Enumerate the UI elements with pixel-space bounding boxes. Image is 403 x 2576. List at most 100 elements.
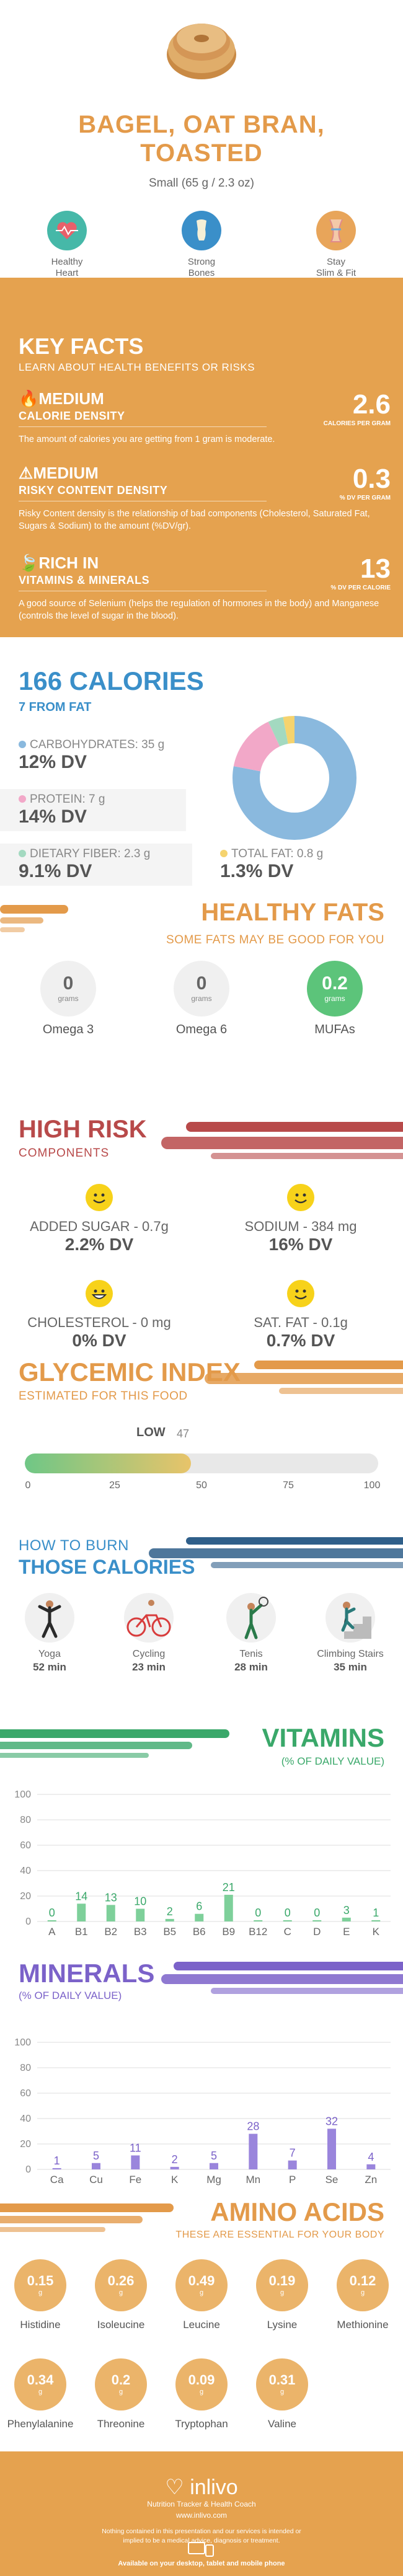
benefit-label: Heart: [55, 268, 79, 278]
risk-label: CHOLESTEROL - 0 mg: [27, 1315, 171, 1330]
vitamins-bar-chart: 0204060801000A14B113B210B32B56B621B90B12…: [14, 1789, 391, 1938]
bar: [366, 2164, 376, 2169]
amino-unit: g: [118, 2289, 123, 2296]
fact-value: 13: [360, 554, 391, 584]
benefit-label: Slim & Fit: [316, 268, 356, 278]
decor-stripes: [0, 905, 68, 932]
bar: [224, 1894, 233, 1921]
smiley-icon: [86, 1280, 113, 1307]
y-tick-label: 80: [20, 1815, 31, 1825]
fat-value: 0: [63, 973, 74, 994]
footer-url-link[interactable]: www.inlivo.com: [175, 2511, 228, 2520]
fact-level: MEDIUM: [33, 464, 99, 482]
fact-unit: % DV PER GRAM: [339, 495, 391, 501]
amino-unit: g: [280, 2289, 285, 2296]
risk-label: ADDED SUGAR - 0.7g: [30, 1219, 169, 1234]
bar-value-label: 4: [368, 2151, 374, 2163]
y-tick-label: 100: [14, 2037, 31, 2048]
stairs-icon: [326, 1593, 375, 1643]
warning-icon: ⚠: [19, 464, 33, 482]
bar: [52, 2168, 61, 2169]
fact-description: A good source of Selenium (helps the reg…: [19, 599, 379, 621]
burn-title-line1: HOW TO BURN: [19, 1537, 129, 1554]
x-tick-label: B2: [104, 1926, 117, 1938]
y-tick-label: 20: [20, 1891, 31, 1902]
divider: [19, 426, 267, 427]
nutrient-protein: PROTEIN: 7 g 14% DV: [0, 789, 186, 831]
serving-size: Small (65 g / 2.3 oz): [148, 177, 255, 190]
amino-tryptophan: 0.09 g Tryptophan: [161, 2358, 242, 2430]
vitamins-subtitle: (% OF DAILY VALUE): [281, 1755, 384, 1767]
risk-dv: 16% DV: [268, 1235, 333, 1254]
benefit-label: Strong: [187, 257, 216, 267]
amino-valine: 0.31 g Valine: [242, 2358, 322, 2430]
fat-omega3: 0 grams Omega 3: [16, 961, 121, 1037]
bar-value-label: 13: [105, 1891, 117, 1903]
bar: [165, 1918, 174, 1921]
y-tick-label: 80: [20, 2063, 31, 2073]
nutrient-dv: 1.3% DV: [220, 861, 294, 881]
decor-stripes: [205, 1361, 403, 1394]
amino-value: 0.49: [188, 2273, 215, 2288]
bar: [47, 1920, 56, 1921]
smiley-icon: [287, 1280, 314, 1307]
nutrient-fiber: DIETARY FIBER: 2.3 g 9.1% DV: [0, 844, 192, 886]
key-facts-title: KEY FACTS: [19, 333, 144, 359]
footer-brand[interactable]: ♡ inlivo: [0, 2475, 403, 2500]
x-tick-label: B9: [222, 1926, 235, 1938]
bar-value-label: 32: [326, 2115, 338, 2127]
amino-unit: g: [199, 2289, 204, 2296]
footer-availability: Available on your desktop, tablet and mo…: [118, 2560, 285, 2567]
activity-minutes: 23 min: [132, 1661, 166, 1673]
amino-value: 0.15: [27, 2273, 54, 2288]
y-tick-label: 40: [20, 2114, 31, 2124]
x-tick-label: A: [48, 1926, 56, 1938]
bar: [312, 1920, 322, 1921]
cycling-icon: [124, 1593, 174, 1643]
risk-dv: 0% DV: [72, 1331, 126, 1350]
amino-lysine: 0.19 g Lysine: [242, 2259, 322, 2331]
minerals-bar-chart: 0 20 40 60 80 100 1 Ca 5 Cu 11 Fe 2 K 5 Mg 28 Mn 7 P 32 Se 4 Zn: [14, 2037, 391, 2186]
smiley-icon: [86, 1184, 113, 1211]
page-title: BAGEL, OAT BRAN, TOASTED: [0, 110, 403, 167]
glycemic-tick: 50: [196, 1480, 207, 1491]
minerals-subtitle: (% OF DAILY VALUE): [19, 1990, 122, 2001]
activity-cycling: Cycling 23 min: [102, 1593, 195, 1674]
amino-unit: g: [38, 2388, 43, 2396]
healthy-fats-subtitle: SOME FATS MAY BE GOOD FOR YOU: [166, 933, 384, 946]
bar: [288, 2160, 297, 2169]
bar-value-label: 1: [373, 1907, 379, 1919]
amino-value: 0.34: [27, 2372, 54, 2388]
fact-calorie-density: 🔥MEDIUM CALORIE DENSITY 2.6 CALORIES PER…: [19, 389, 391, 446]
bagel-image: [167, 24, 236, 79]
y-tick-label: 40: [20, 1866, 31, 1876]
glycemic-bar-fill: [25, 1453, 191, 1473]
fire-icon: 🔥: [19, 389, 39, 408]
bar: [170, 2166, 179, 2169]
activity-minutes: 52 min: [33, 1661, 66, 1673]
fact-value: 0.3: [352, 464, 391, 494]
x-tick-label: B1: [75, 1926, 88, 1938]
benefit-strong-bones: Strong Bones: [161, 211, 242, 279]
amino-value: 0.31: [268, 2372, 296, 2388]
fact-description: Risky Content density is the relationshi…: [19, 509, 370, 531]
activity-name: Tenis: [239, 1649, 263, 1659]
activity-stairs: Climbing Stairs 35 min: [304, 1593, 397, 1674]
body-icon: [316, 211, 356, 250]
heart-logo-icon: ♡: [165, 2476, 184, 2499]
y-tick-label: 0: [25, 2164, 31, 2175]
fact-vitamins-minerals: 🍃RICH IN VITAMINS & MINERALS 13 % DV PER…: [19, 554, 391, 622]
amino-value: 0.19: [268, 2273, 296, 2288]
brand-name: inlivo: [190, 2476, 238, 2499]
calories-subtitle: 7 FROM FAT: [19, 700, 92, 714]
minerals-section: MINERALS (% OF DAILY VALUE) 0 20 40 60 80 100…: [0, 1959, 403, 2194]
amino-threonine: 0.2 g Threonine: [81, 2358, 161, 2430]
activity-name: Climbing Stairs: [317, 1649, 384, 1659]
amino-methionine: 0.12 g Methionine: [322, 2259, 403, 2331]
nutrient-label: DIETARY FIBER: 2.3 g: [30, 847, 151, 860]
fat-name: Omega 3: [42, 1023, 94, 1036]
risk-sodium: SODIUM - 384 mg 16% DV: [208, 1184, 394, 1255]
x-tick-label: Ca: [50, 2174, 64, 2186]
nutrient-label: CARBOHYDRATES: 35 g: [30, 738, 165, 751]
bar-value-label: 0: [314, 1907, 320, 1919]
